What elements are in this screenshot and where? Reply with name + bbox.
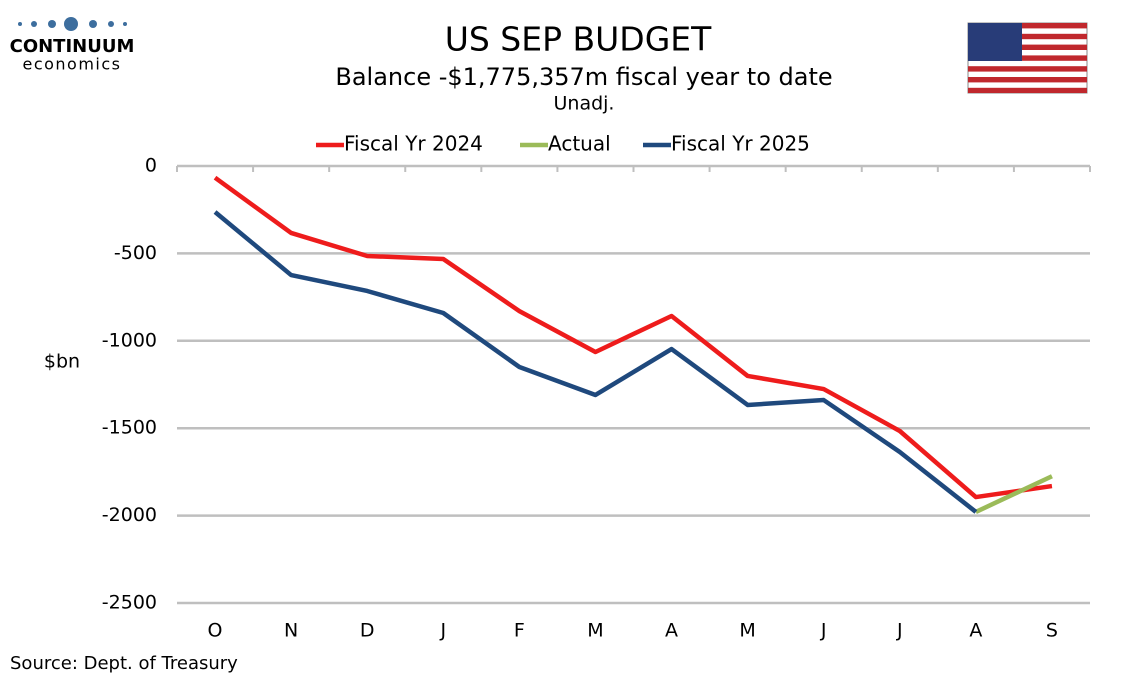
chart-subtitle: Balance -$1,775,357m fiscal year to date (335, 63, 832, 91)
y-tick-label: -1500 (102, 417, 157, 439)
y-tick-label: -2000 (102, 504, 157, 526)
x-tick-label: S (1046, 620, 1058, 642)
x-tick-label: J (439, 620, 446, 642)
x-tick-label: J (820, 620, 827, 642)
data-line (213, 175, 1053, 500)
y-tick-label: -500 (114, 242, 157, 264)
x-tick-label: M (739, 620, 755, 642)
x-tick-label: N (284, 620, 298, 642)
x-tick-label: F (514, 620, 525, 642)
logo-name: CONTINUUM (10, 36, 135, 57)
legend-label: Fiscal Yr 2025 (671, 132, 810, 156)
source: Source: Dept. of Treasury (10, 653, 238, 674)
chart-note: Unadj. (554, 93, 615, 115)
x-tick-label: J (896, 620, 903, 642)
data-line (974, 474, 1053, 514)
y-tick-label: -1000 (102, 329, 157, 351)
chart-title: US SEP BUDGET (445, 20, 712, 59)
x-tick-label: M (587, 620, 603, 642)
x-tick-label: A (665, 620, 678, 642)
x-tick-label: D (360, 620, 375, 642)
y-tick-label: 0 (145, 155, 157, 177)
x-tick-label: O (208, 620, 223, 642)
logo: CONTINUUM economics (10, 17, 135, 74)
flag (967, 22, 1088, 94)
legend-label: Fiscal Yr 2024 (344, 132, 483, 156)
x-tick-label: A (969, 620, 982, 642)
y-axis-label: $bn (44, 351, 80, 373)
data-line (213, 210, 978, 514)
legend-label: Actual (548, 132, 611, 156)
logo-tagline: economics (22, 55, 121, 74)
y-tick-label: -2500 (102, 592, 157, 614)
